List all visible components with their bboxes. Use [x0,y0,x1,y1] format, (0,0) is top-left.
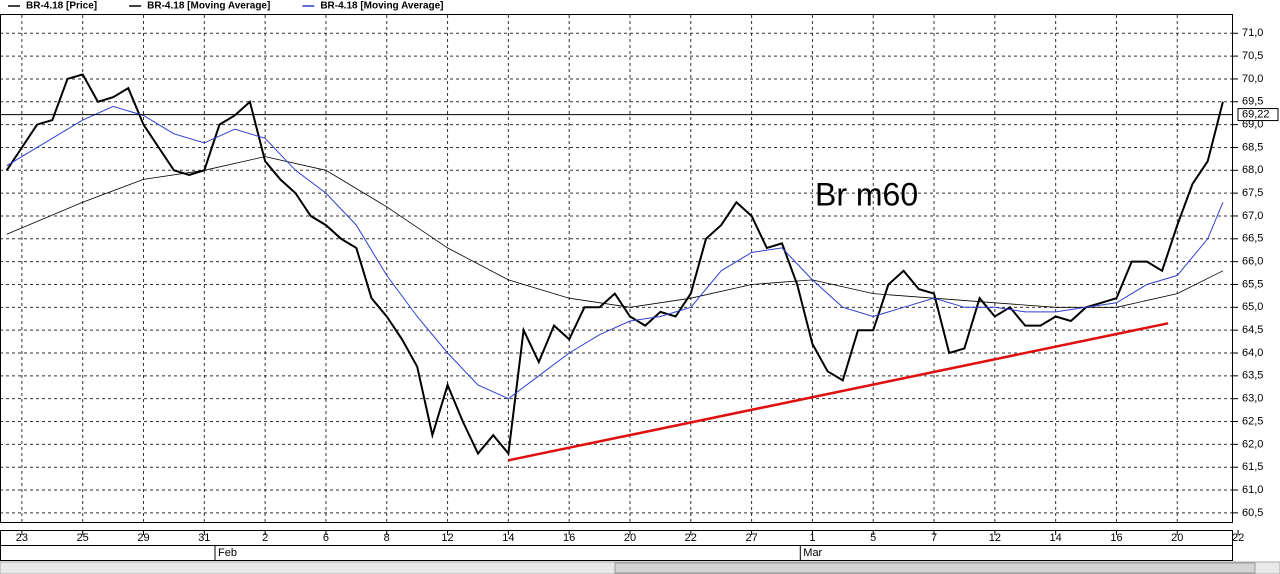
legend-label: BR-4.18 [Moving Average] [147,1,270,12]
y-tick-label: 69,0 [1242,119,1263,131]
y-tick-label: 64,5 [1242,324,1263,336]
annotation: Br m60 [815,176,918,212]
month-label: Mar [803,547,822,559]
scrollbar-thumb[interactable] [614,562,1256,574]
last-price-label: 69,22 [1242,108,1270,120]
y-tick-label: 66,5 [1242,233,1263,245]
y-tick-label: 68,0 [1242,164,1263,176]
y-tick-label: 70,0 [1242,73,1263,85]
x-tick-label: 27 [745,532,757,544]
legend: BR-4.18 [Price] BR-4.18 [Moving Average] B… [8,1,444,12]
legend-label: BR-4.18 [Moving Average] [320,1,443,12]
series-line [6,105,1224,400]
x-tick-label: 2 [262,532,268,544]
x-tick-label: 7 [931,532,937,544]
x-tick-label: 20 [1171,532,1183,544]
series-line [5,73,1224,456]
x-tick-label: 14 [1050,532,1062,544]
y-tick-label: 71,0 [1242,27,1263,39]
y-tick-label: 67,0 [1242,210,1263,222]
x-tick-label: 29 [137,532,149,544]
x-tick-label: 12 [441,532,453,544]
month-label: Feb [218,547,237,559]
y-tick-label: 68,5 [1242,141,1263,153]
y-tick-label: 62,0 [1242,438,1263,450]
x-tick-label: 22 [1232,532,1244,544]
x-tick-label: 20 [624,532,636,544]
y-tick-label: 67,5 [1242,187,1263,199]
y-tick-label: 60,5 [1242,507,1263,519]
y-tick-label: 61,0 [1242,484,1263,496]
y-tick-label: 65,0 [1242,301,1263,313]
x-tick-label: 6 [323,532,329,544]
x-tick-label: 5 [870,532,876,544]
x-tick-label: 14 [502,532,514,544]
series-line [6,156,1224,308]
x-tick-label: 16 [1110,532,1122,544]
y-tick-label: 66,0 [1242,256,1263,268]
y-tick-label: 64,0 [1242,347,1263,359]
last-price-box [1237,108,1279,122]
y-tick-label: 69,5 [1242,96,1263,108]
y-tick-label: 63,5 [1242,370,1263,382]
y-tick-label: 65,5 [1242,278,1263,290]
trendline [508,322,1169,462]
x-tick-label: 22 [685,532,697,544]
x-tick-label: 25 [77,532,89,544]
x-tick-label: 1 [809,532,815,544]
x-tick-label: 16 [563,532,575,544]
y-tick-label: 62,5 [1242,415,1263,427]
x-tick-label: 31 [198,532,210,544]
y-tick-label: 70,5 [1242,50,1263,62]
plot-frame [0,14,1233,523]
x-tick-label: 23 [16,532,28,544]
y-tick-label: 63,0 [1242,393,1263,405]
x-tick-label: 12 [989,532,1001,544]
legend-label: BR-4.18 [Price] [26,1,97,12]
x-tick-label: 8 [384,532,390,544]
y-tick-label: 61,5 [1242,461,1263,473]
